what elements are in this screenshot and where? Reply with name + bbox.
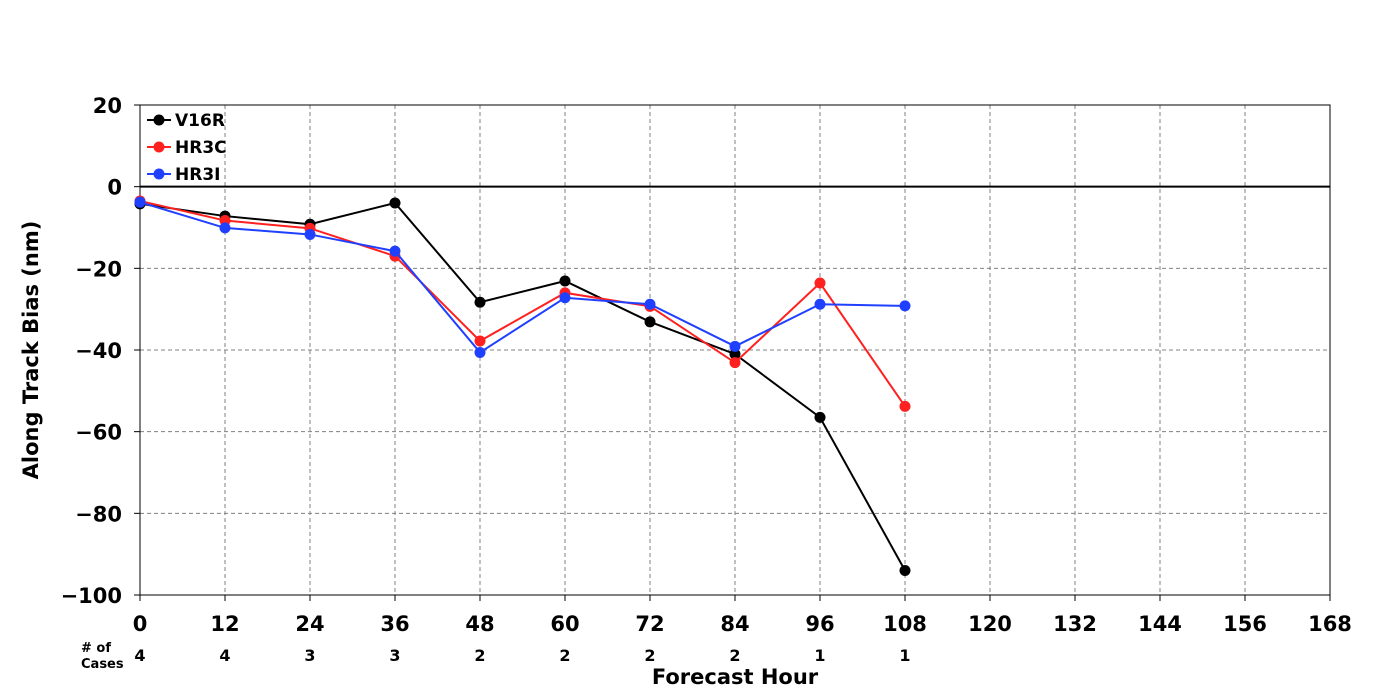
- legend-swatch-marker: [153, 141, 165, 153]
- data-point: [559, 292, 571, 304]
- x-tick-label: 84: [720, 612, 749, 636]
- x-tick-label: 120: [968, 612, 1012, 636]
- data-point: [389, 197, 401, 209]
- cases-count: 4: [219, 646, 230, 665]
- data-point: [304, 228, 316, 240]
- data-point: [814, 298, 826, 310]
- cases-count: 2: [559, 646, 570, 665]
- series-hr3c: [134, 195, 911, 412]
- legend-item-hr3c: HR3C: [147, 138, 227, 158]
- legend-swatch-marker: [153, 114, 165, 126]
- x-tick-label: 0: [133, 612, 148, 636]
- y-tick-label: −20: [75, 257, 122, 281]
- y-tick-label: −60: [75, 421, 122, 445]
- series-line: [139, 201, 906, 571]
- y-tick-label: −80: [75, 502, 122, 526]
- data-point: [899, 300, 911, 312]
- data-point: [134, 196, 146, 208]
- y-tick-label: −100: [61, 584, 122, 608]
- series-hr3i: [134, 196, 911, 358]
- legend-item-hr3i: HR3I: [147, 165, 220, 185]
- legend-label: HR3I: [175, 165, 220, 185]
- cases-row-label: # of: [81, 641, 111, 656]
- series-v16r: [134, 197, 911, 576]
- legend-item-v16r: V16R: [147, 111, 225, 131]
- data-point: [899, 565, 911, 576]
- data-point: [729, 348, 741, 360]
- x-tick-label: 108: [883, 612, 927, 636]
- legend-label: HR3C: [175, 138, 227, 158]
- data-point: [559, 275, 571, 287]
- data-point: [644, 298, 656, 310]
- x-tick-label: 12: [210, 612, 239, 636]
- x-tick-label: 132: [1053, 612, 1097, 636]
- legend-swatch-marker: [153, 168, 165, 180]
- x-tick-label: 168: [1308, 612, 1352, 636]
- data-point: [474, 346, 486, 358]
- y-tick-label: −40: [75, 339, 122, 363]
- cases-count: 2: [644, 646, 655, 665]
- y-axis-label: Along Track Bias (nm): [19, 221, 43, 480]
- cases-count: 4: [134, 646, 145, 665]
- x-tick-label: 156: [1223, 612, 1267, 636]
- x-tick-label: 144: [1138, 612, 1182, 636]
- y-tick-label: 20: [93, 94, 122, 118]
- y-tick-label: 0: [107, 176, 122, 200]
- data-point: [814, 277, 826, 289]
- y-axis-ticks: 20 0 −20 −40 −60 −80 −100: [61, 94, 140, 608]
- cases-count: 1: [814, 646, 825, 665]
- data-point: [389, 245, 401, 257]
- series-group: [134, 195, 911, 576]
- x-tick-label: 96: [805, 612, 834, 636]
- series-line: [139, 199, 906, 407]
- x-tick-label: 72: [635, 612, 664, 636]
- data-point: [644, 316, 656, 328]
- legend-label: V16R: [175, 111, 225, 131]
- x-axis-label: Forecast Hour: [652, 665, 819, 689]
- data-point: [729, 357, 741, 369]
- x-tick-label: 24: [295, 612, 324, 636]
- cases-count: 3: [304, 646, 315, 665]
- cases-count: 2: [729, 646, 740, 665]
- data-point: [474, 296, 486, 308]
- series-line: [139, 201, 906, 354]
- cases-count: 1: [899, 646, 910, 665]
- cases-row-label: Cases: [81, 657, 124, 672]
- data-point: [814, 411, 826, 423]
- legend: V16R HR3C HR3I: [147, 111, 227, 185]
- x-tick-label: 36: [380, 612, 409, 636]
- data-point: [729, 340, 741, 352]
- x-axis-ticks: 0 12 24 36 48 60 72 84 96 108 120 132 144 156 168: [133, 595, 1352, 636]
- x-tick-label: 60: [550, 612, 579, 636]
- cases-count: 3: [389, 646, 400, 665]
- data-point: [474, 335, 486, 347]
- x-tick-label: 48: [465, 612, 494, 636]
- data-point: [219, 222, 231, 234]
- cases-count: 2: [474, 646, 485, 665]
- data-point: [899, 400, 911, 412]
